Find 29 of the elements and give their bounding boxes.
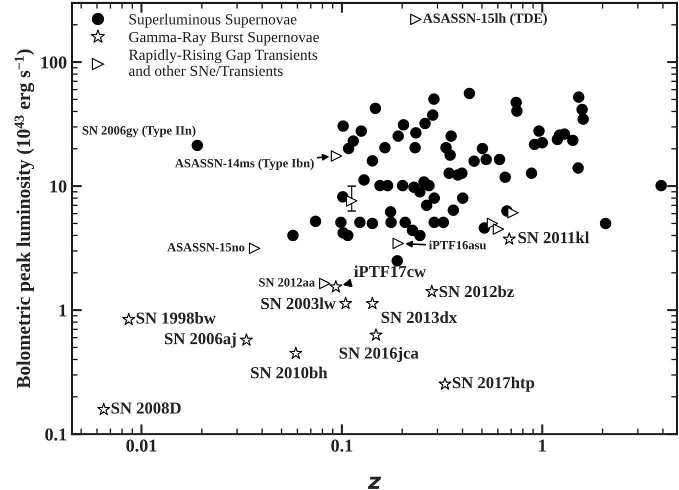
y-tick-label: 10 — [50, 180, 66, 193]
annotation: SN 2012aa — [259, 278, 315, 287]
x-tick-label: 1 — [539, 440, 546, 452]
annotation: SN 2006gy (Type IIn) — [82, 126, 196, 138]
annotation: SN 2012bz — [440, 285, 514, 298]
annotation: SN 2010bh — [251, 366, 328, 378]
annotation: ASASSN-15no — [167, 243, 244, 252]
annotation: SN 2013dx — [382, 311, 458, 323]
annotation: SN 2017htp — [452, 376, 534, 392]
y-axis-title: Bolometric peak luminosity (10$^{43}$ erg s$^{−1}$) — [14, 50, 34, 388]
legend-label: Rapidly-Rising Gap Transients and other SNe/Transients — [128, 49, 318, 76]
annotation: SN 1998bw — [136, 312, 216, 324]
legend-label: Gamma-Ray Burst Supernovae — [129, 32, 319, 46]
annotation: ASASSN-15lh (TDE) — [422, 13, 547, 26]
x-tick-label: 0.01 — [126, 440, 156, 452]
annotation: SN 2008D — [112, 402, 181, 414]
annotation: SN 2016jca — [340, 346, 419, 362]
y-tick-label: 0.1 — [45, 428, 66, 441]
annotation: iPTF16asu — [429, 240, 486, 250]
x-tick-label: 0.1 — [331, 440, 352, 452]
annotation: SN 2003lw — [261, 297, 336, 310]
legend-label: Superluminous Supernovae — [130, 14, 296, 28]
x-axis-title: z — [368, 476, 382, 489]
annotation: ASASSN-14ms (Type Ibn) — [175, 158, 314, 170]
y-tick-label: 100 — [41, 56, 66, 69]
annotation: SN 2006aj — [164, 332, 236, 348]
y-tick-label: 1 — [60, 304, 66, 316]
annotation: SN 2011kl — [518, 232, 590, 244]
annotation: iPTF17cw — [354, 265, 426, 278]
